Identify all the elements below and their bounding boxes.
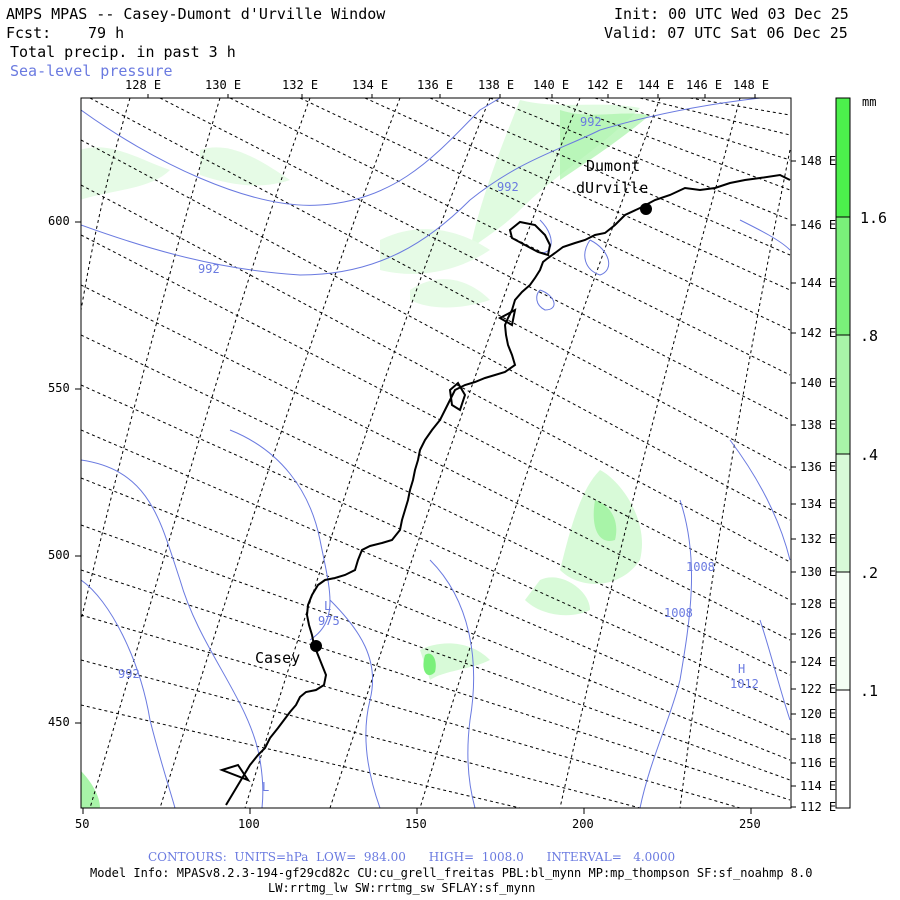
y-axis-label: 600 xyxy=(48,214,70,228)
forecast-hour: 79 h xyxy=(88,24,125,42)
right-lon-label: 122 E xyxy=(800,682,837,696)
top-lon-label: 132 E xyxy=(282,78,319,92)
contour-label: 992 xyxy=(497,180,519,194)
right-ticks xyxy=(791,160,796,808)
x-axis-label: 250 xyxy=(739,817,761,831)
left-ticks xyxy=(75,221,81,724)
right-lon-label: 130 E xyxy=(800,565,837,579)
model-info: Model Info: MPASv8.2.3-194-gf29cd82c CU:… xyxy=(90,866,813,880)
top-lon-label: 136 E xyxy=(417,78,454,92)
right-lon-label: 128 E xyxy=(800,597,837,611)
contour-label: 992 xyxy=(118,667,140,681)
model-info-2: LW:rrtmg_lw SW:rrtmg_sw SFLAY:sf_mynn xyxy=(268,881,536,895)
grid-lines xyxy=(81,98,791,808)
contours-info: CONTOURS: UNITS=hPa LOW= 984.00 HIGH= 10… xyxy=(148,850,676,864)
dumont-durville-marker xyxy=(640,203,652,215)
right-lon-label: 138 E xyxy=(800,418,837,432)
forecast-label: Fcst: xyxy=(6,24,52,42)
right-lon-label: 140 E xyxy=(800,376,837,390)
contour-label: 1008 xyxy=(686,560,715,574)
right-lon-label: 148 E xyxy=(800,154,837,168)
right-lon-label: 132 E xyxy=(800,532,837,546)
precip-shading xyxy=(81,100,650,808)
contour-label: 992 xyxy=(198,262,220,276)
top-lon-label: 130 E xyxy=(205,78,242,92)
right-lon-label: 114 E xyxy=(800,779,837,793)
top-ticks xyxy=(147,94,756,98)
top-lon-label: 138 E xyxy=(478,78,515,92)
overlay-name: Sea-level pressure xyxy=(10,62,173,80)
top-lon-label: 140 E xyxy=(533,78,570,92)
colorbar-label: .1 xyxy=(860,682,879,700)
map-frame xyxy=(80,97,792,809)
right-lon-label: 146 E xyxy=(800,218,837,232)
right-lon-label: 116 E xyxy=(800,756,837,770)
bottom-ticks xyxy=(82,808,752,814)
colorbar-label: .4 xyxy=(860,446,879,464)
contour-label: L xyxy=(324,599,332,613)
field-name: Total precip. in past 3 h xyxy=(10,43,236,61)
x-axis-label: 150 xyxy=(405,817,427,831)
y-axis-label: 500 xyxy=(48,548,70,562)
contour-label: L xyxy=(262,780,270,794)
valid-time: Valid: 07 UTC Sat 06 Dec 25 xyxy=(604,24,848,42)
colorbar-label: .8 xyxy=(860,327,879,345)
top-lon-label: 146 E xyxy=(686,78,723,92)
contour-label: 975 xyxy=(318,614,340,628)
map-title: AMPS MPAS -- Casey-Dumont d'Urville Wind… xyxy=(6,5,386,23)
contour-label: 1012 xyxy=(730,677,759,691)
right-lon-label: 142 E xyxy=(800,326,837,340)
casey-label: Casey xyxy=(255,649,301,667)
dumont-durville-label-2: dUrville xyxy=(576,179,649,197)
colorbar-label: 1.6 xyxy=(860,209,888,227)
casey-marker xyxy=(310,640,322,652)
right-lon-label: 136 E xyxy=(800,460,837,474)
colorbar-label: .2 xyxy=(860,564,879,582)
y-axis-label: 450 xyxy=(48,715,70,729)
right-lon-label: 126 E xyxy=(800,627,837,641)
x-axis-label: 100 xyxy=(238,817,260,831)
right-lon-label: 134 E xyxy=(800,497,837,511)
x-axis-label: 200 xyxy=(572,817,594,831)
right-lon-label: 124 E xyxy=(800,655,837,669)
right-lon-label: 118 E xyxy=(800,732,837,746)
dumont-durville-label-1: Dumont xyxy=(586,157,641,175)
top-lon-label: 128 E xyxy=(125,78,162,92)
y-axis-label: 550 xyxy=(48,381,70,395)
contour-label: 992 xyxy=(580,115,602,129)
right-lon-label: 120 E xyxy=(800,707,837,721)
right-lon-label: 112 E xyxy=(800,800,837,814)
colorbar xyxy=(835,97,851,809)
top-lon-label: 144 E xyxy=(638,78,675,92)
contour-label: 1008 xyxy=(664,606,693,620)
top-lon-label: 142 E xyxy=(587,78,624,92)
pressure-contours xyxy=(81,98,791,808)
top-lon-label: 148 E xyxy=(733,78,770,92)
top-lon-label: 134 E xyxy=(352,78,389,92)
right-lon-label: 144 E xyxy=(800,276,837,290)
x-axis-label: 50 xyxy=(75,817,90,831)
init-time: Init: 00 UTC Wed 03 Dec 25 xyxy=(614,5,849,23)
colorbar-unit: mm xyxy=(862,95,877,109)
coastline xyxy=(218,173,791,806)
contour-label: H xyxy=(738,662,746,676)
